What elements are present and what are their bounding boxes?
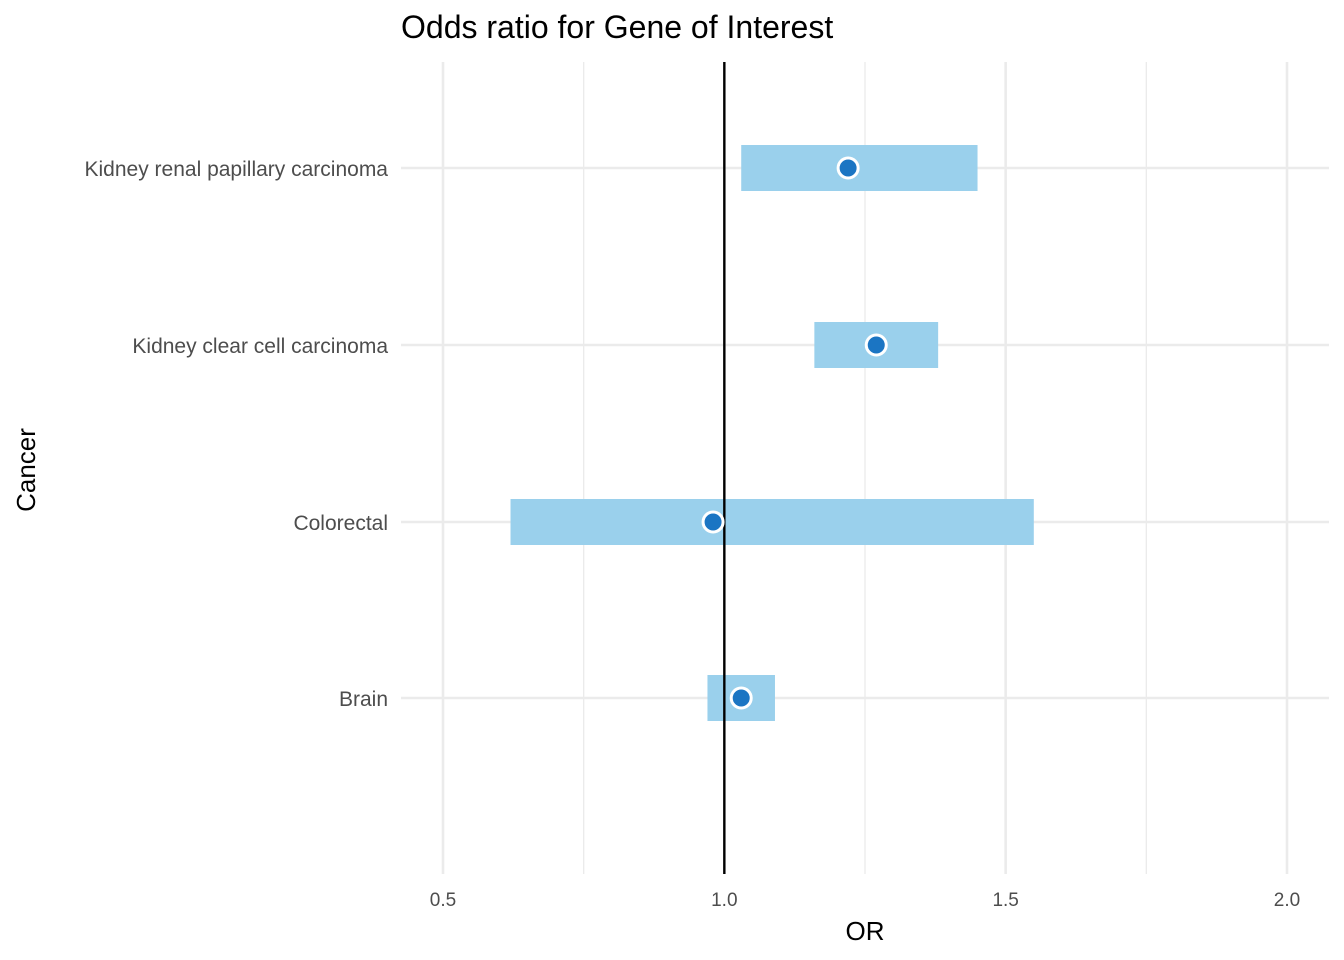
chart-title: Odds ratio for Gene of Interest — [401, 9, 833, 45]
odds-ratio-point — [836, 156, 860, 180]
x-tick-label: 0.5 — [430, 890, 456, 911]
x-tick-label: 2.0 — [1274, 890, 1300, 911]
x-tick-label: 1.5 — [992, 890, 1018, 911]
odds-ratio-point — [729, 686, 753, 710]
x-axis-title: OR — [846, 916, 885, 946]
ci-bar — [510, 499, 1034, 545]
points — [701, 156, 888, 710]
y-tick-label: Brain — [339, 688, 388, 711]
odds-ratio-point — [701, 510, 725, 534]
y-tick-label: Kidney clear cell carcinoma — [132, 335, 388, 358]
y-tick-labels: Kidney renal papillary carcinoma Kidney c… — [85, 158, 389, 711]
odds-ratio-point — [864, 333, 888, 357]
y-tick-label: Colorectal — [293, 512, 388, 535]
y-tick-label: Kidney renal papillary carcinoma — [85, 158, 389, 181]
x-tick-label: 1.0 — [711, 890, 737, 911]
x-tick-labels: 0.5 1.0 1.5 2.0 — [430, 890, 1300, 911]
intervals — [510, 145, 1034, 721]
y-axis-title: Cancer — [11, 428, 41, 512]
